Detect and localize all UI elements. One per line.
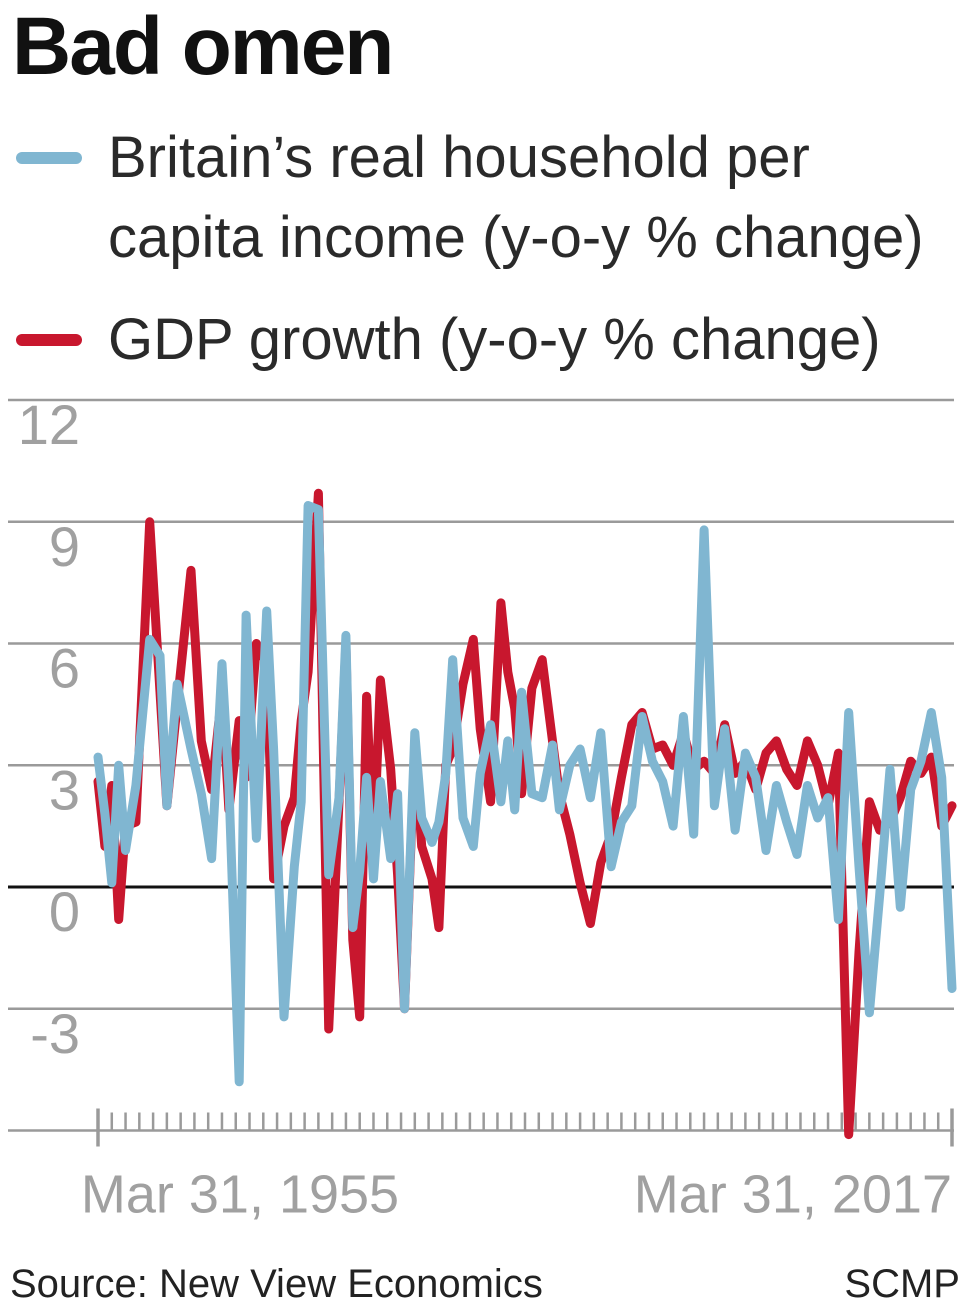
legend-item-household-income: Britain’s real household per capita inco… (16, 118, 968, 278)
y-tick-label: -3 (30, 1002, 80, 1065)
y-tick-label: 6 (49, 637, 80, 700)
line-chart: 12 9 6 3 0 -3 Mar 31, 1955 Mar 31, 2017 (8, 393, 957, 1225)
legend-swatch-household-income (16, 152, 82, 164)
x-tick-label: Mar 31, 2017 (634, 1165, 952, 1225)
y-tick-label: 0 (49, 880, 80, 943)
legend-item-gdp-growth: GDP growth (y-o-y % change) (16, 300, 968, 380)
series-line-household-income (93, 501, 957, 1087)
credit-note: SCMP (844, 1262, 960, 1306)
chart-title: Bad omen (12, 1, 394, 92)
legend-label-household-income: Britain’s real household per capita inco… (108, 125, 924, 270)
y-tick-label: 3 (49, 758, 80, 821)
legend-swatch-gdp-growth (16, 334, 82, 346)
y-tick-label: 12 (18, 393, 80, 456)
legend-label-gdp-growth: GDP growth (y-o-y % change) (108, 307, 881, 372)
source-note: Source: New View Economics (10, 1262, 543, 1306)
y-tick-label: 9 (49, 515, 80, 578)
x-tick-label: Mar 31, 1955 (81, 1165, 399, 1225)
